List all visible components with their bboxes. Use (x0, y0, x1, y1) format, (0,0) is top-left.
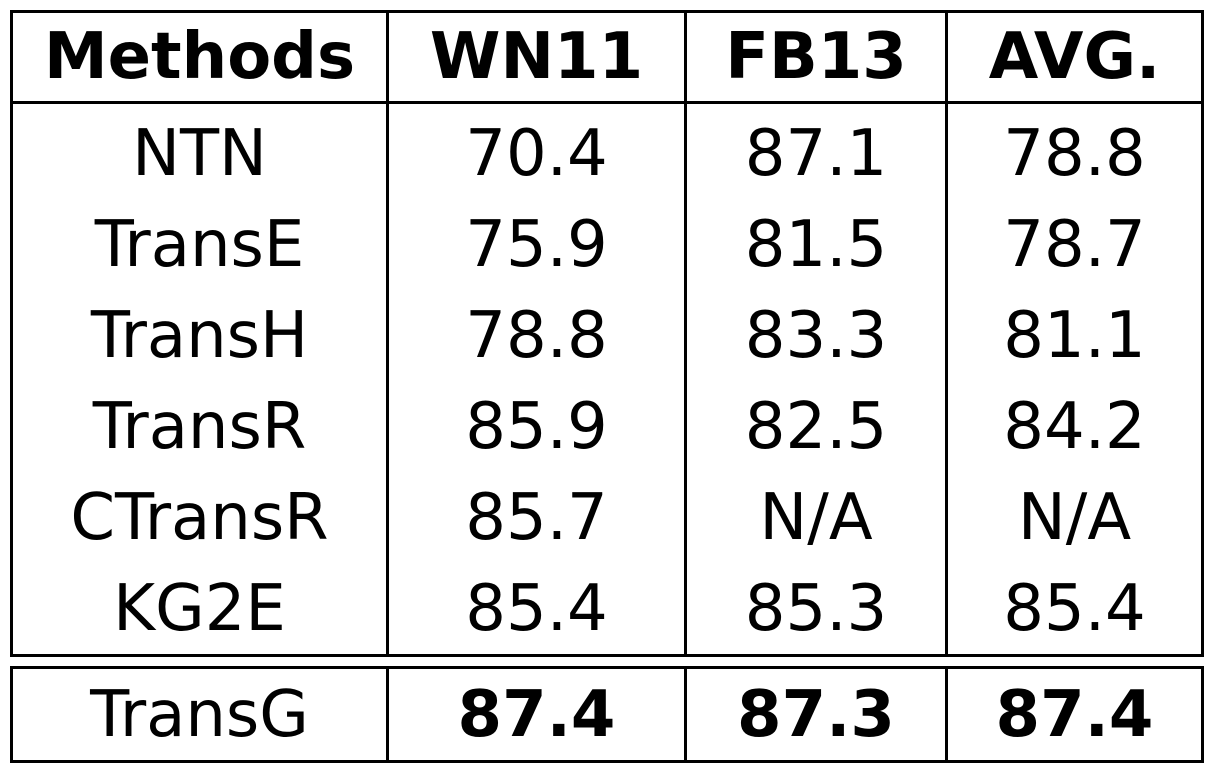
avg-cell: 78.8 (945, 102, 1204, 199)
avg-cell: 84.2 (945, 381, 1204, 472)
header-fb13: FB13 (684, 10, 948, 104)
fb13-cell: 83.3 (684, 290, 948, 381)
table-row: NTN 70.4 87.1 78.8 (10, 102, 1204, 199)
header-methods: Methods (10, 10, 389, 104)
method-cell: KG2E (10, 563, 389, 657)
proposed-method-row: TransG 87.4 87.3 87.4 (10, 666, 1204, 763)
wn11-best-cell: 87.4 (386, 666, 687, 763)
fb13-cell: N/A (684, 472, 948, 563)
header-wn11: WN11 (386, 10, 687, 104)
fb13-best-cell: 87.3 (684, 666, 948, 763)
avg-cell: 85.4 (945, 563, 1204, 657)
table-row: KG2E 85.4 85.3 85.4 (10, 563, 1204, 657)
wn11-cell: 85.7 (386, 472, 687, 563)
avg-cell: N/A (945, 472, 1204, 563)
avg-best-cell: 87.4 (945, 666, 1204, 763)
method-cell: NTN (10, 102, 389, 199)
wn11-cell: 85.4 (386, 563, 687, 657)
table-row: CTransR 85.7 N/A N/A (10, 472, 1204, 563)
fb13-cell: 85.3 (684, 563, 948, 657)
fb13-cell: 81.5 (684, 199, 948, 290)
wn11-cell: 70.4 (386, 102, 687, 199)
avg-cell: 81.1 (945, 290, 1204, 381)
wn11-cell: 78.8 (386, 290, 687, 381)
method-cell: CTransR (10, 472, 389, 563)
method-cell: TransG (10, 666, 389, 763)
method-cell: TransH (10, 290, 389, 381)
avg-cell: 78.7 (945, 199, 1204, 290)
table-row: TransH 78.8 83.3 81.1 (10, 290, 1204, 381)
table-row: TransR 85.9 82.5 84.2 (10, 381, 1204, 472)
fb13-cell: 82.5 (684, 381, 948, 472)
table-header-row: Methods WN11 FB13 AVG. (10, 10, 1204, 104)
table-row: TransE 75.9 81.5 78.7 (10, 199, 1204, 290)
proposed-method-table: TransG 87.4 87.3 87.4 (10, 666, 1204, 763)
results-table: Methods WN11 FB13 AVG. NTN 70.4 87.1 78.… (10, 10, 1204, 657)
method-cell: TransE (10, 199, 389, 290)
wn11-cell: 85.9 (386, 381, 687, 472)
fb13-cell: 87.1 (684, 102, 948, 199)
wn11-cell: 75.9 (386, 199, 687, 290)
method-cell: TransR (10, 381, 389, 472)
header-avg: AVG. (945, 10, 1204, 104)
